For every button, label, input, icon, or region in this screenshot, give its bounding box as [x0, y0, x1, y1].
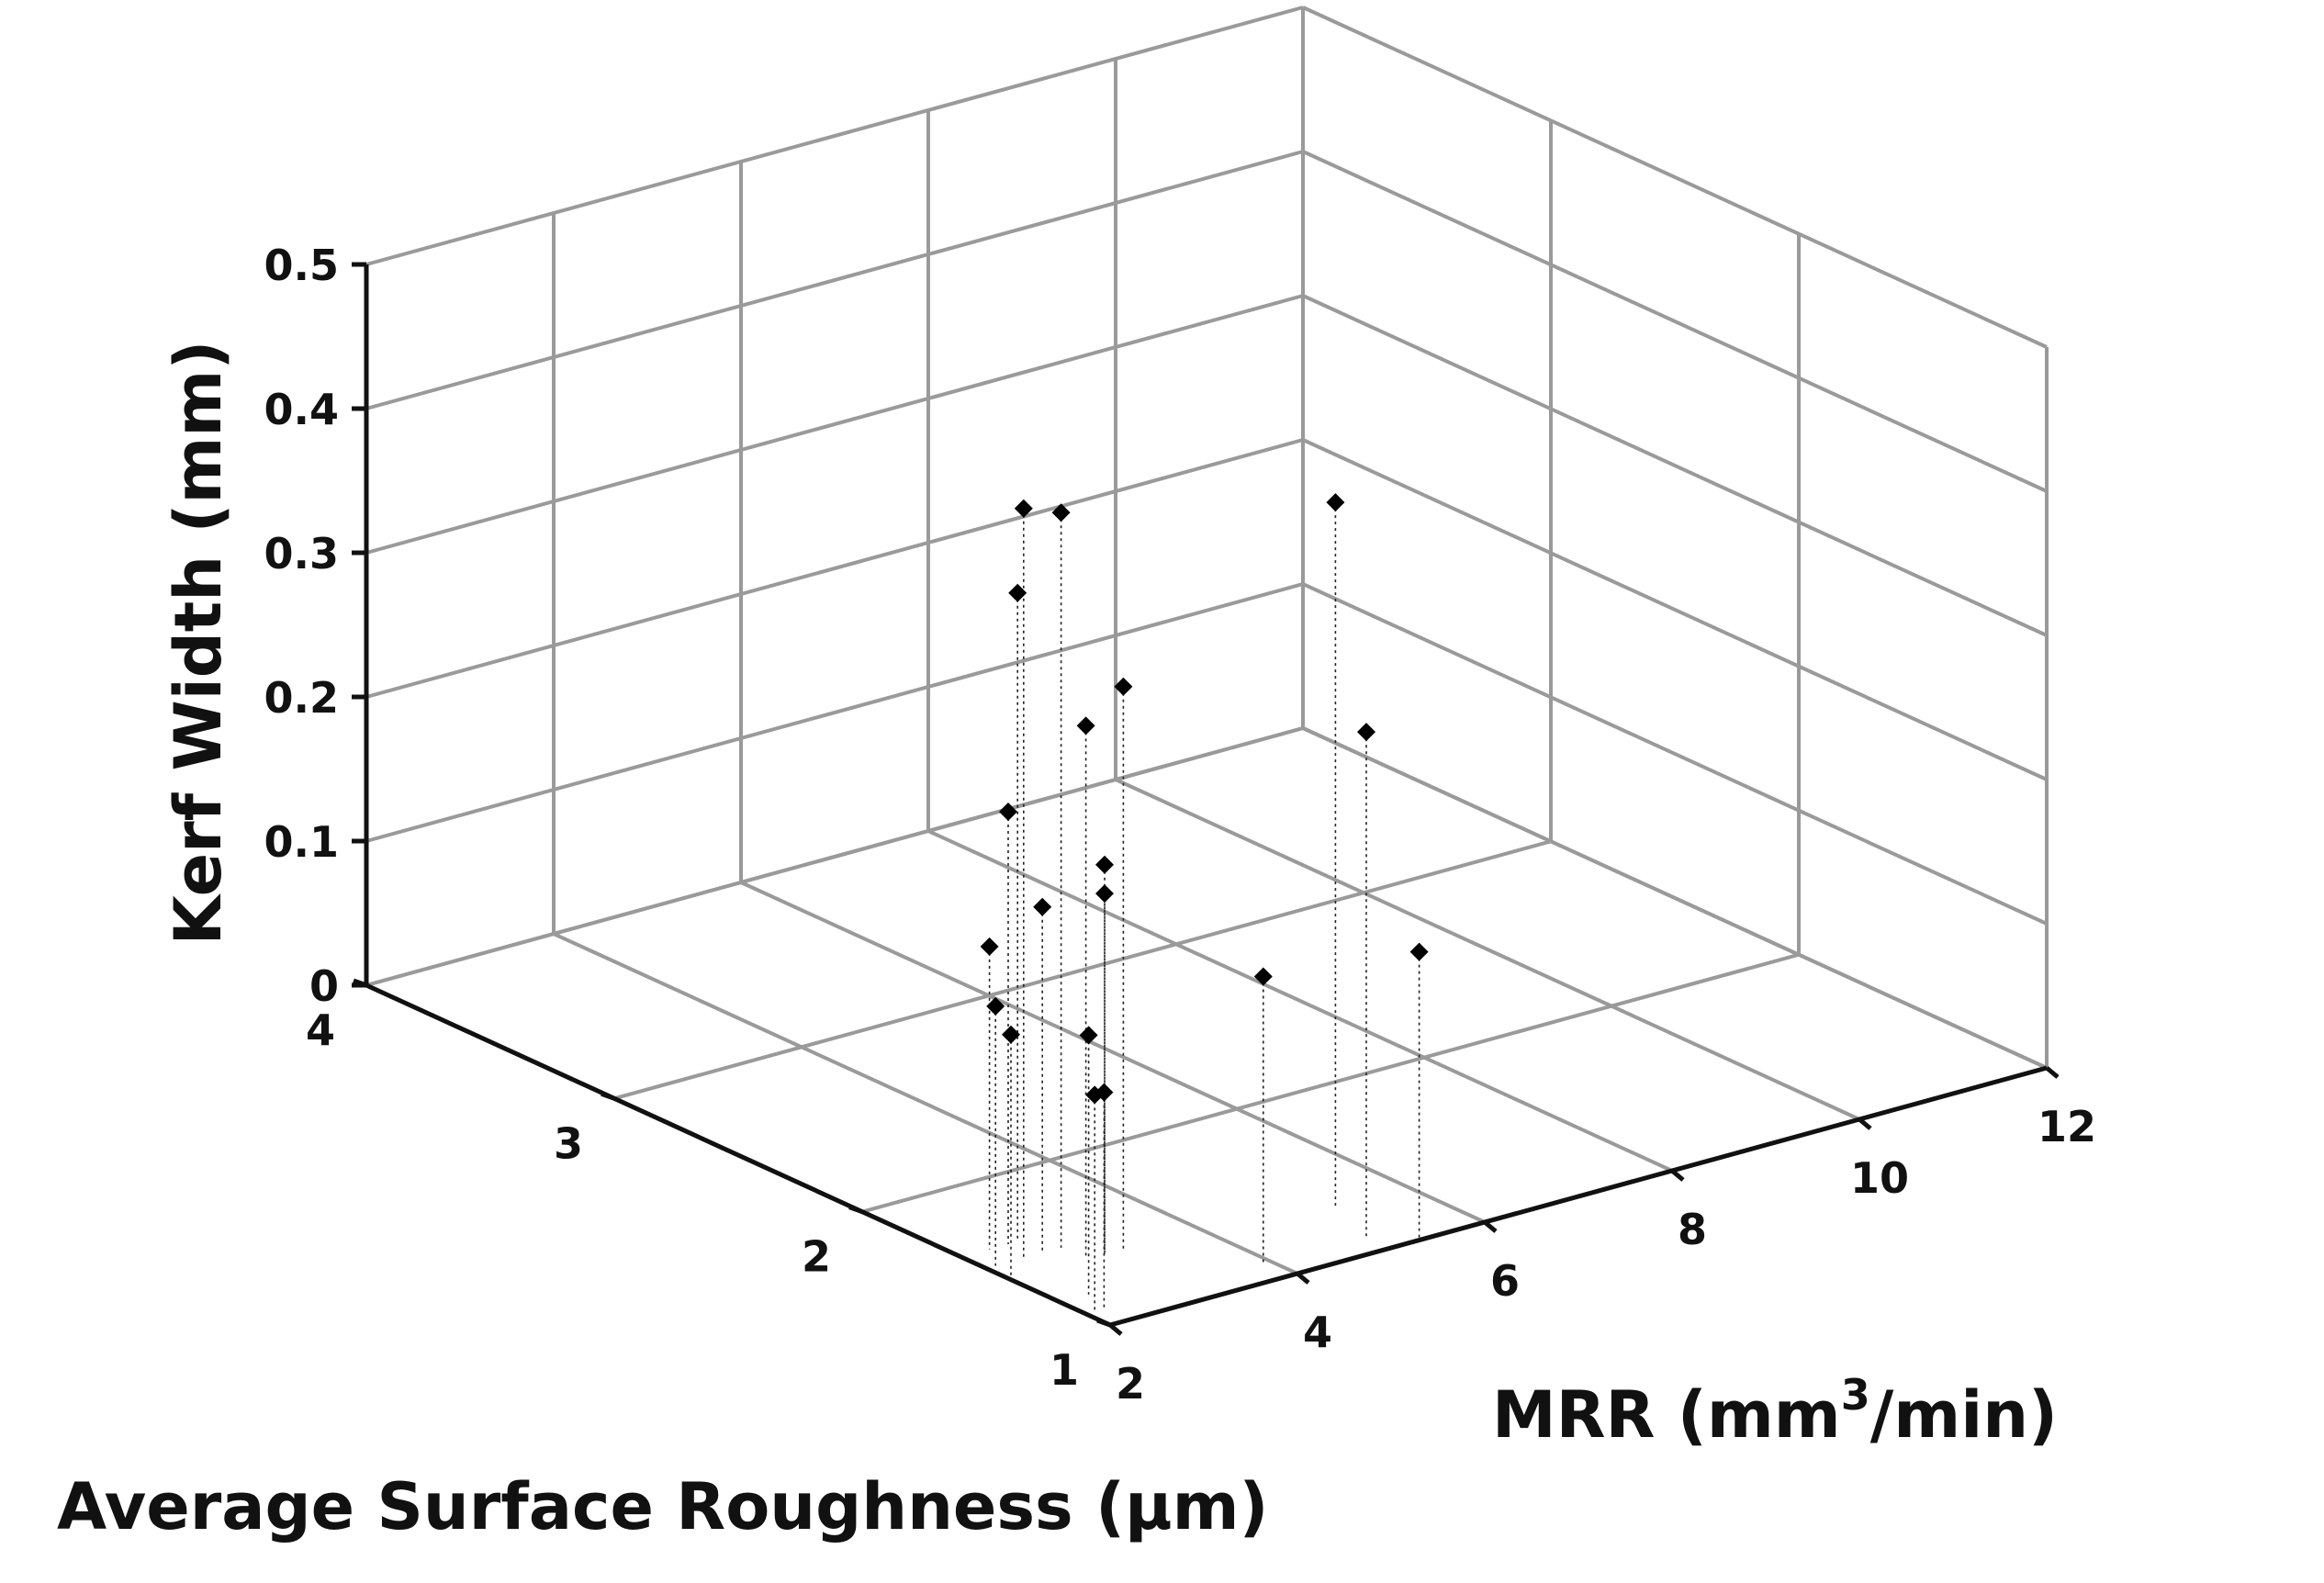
data-point: [1076, 716, 1095, 735]
x-tick-mark: [1108, 1323, 1123, 1336]
back-wall-grid-line: [365, 438, 1304, 699]
x-tick-mark: [2045, 1066, 2060, 1079]
x-tick-label: 2: [1116, 1359, 1145, 1409]
data-point: [1033, 897, 1052, 916]
back-wall-grid-line: [365, 726, 1304, 987]
x-tick-mark: [1483, 1220, 1498, 1233]
side-wall-grid-line: [1302, 438, 2048, 781]
data-point: [1326, 493, 1345, 512]
x-tick-mark: [1670, 1169, 1685, 1182]
x-axis-title: MRR (mm3/min): [1492, 1370, 2058, 1453]
z-tick-label: 0.5: [264, 241, 340, 290]
y-tick-label: 3: [554, 1118, 583, 1168]
stem-layer: [988, 502, 1420, 1311]
side-wall-grid-line: [1302, 150, 2048, 493]
data-point: [1253, 967, 1273, 986]
side-wall-grid-line: [1302, 582, 2048, 926]
z-tick-label: 0.2: [264, 673, 340, 723]
floor-grid-line: [927, 829, 1673, 1173]
y-axis-line: [365, 982, 1112, 1328]
data-point: [986, 996, 1005, 1016]
x-tick-label: 8: [1678, 1205, 1707, 1254]
y-tick-label: 1: [1050, 1345, 1079, 1395]
floor-grid-line: [553, 932, 1298, 1275]
x-tick-label: 10: [1850, 1153, 1909, 1203]
y-tick-mark: [848, 1205, 863, 1215]
x-tick-label: 6: [1490, 1256, 1520, 1306]
x-axis-title-superscript: 3: [1841, 1370, 1870, 1420]
data-point: [1095, 884, 1114, 904]
z-tick-label: 0.3: [264, 529, 340, 578]
y-axis-title: Average Surface Roughness (μm): [57, 1469, 1269, 1544]
data-point: [1095, 1083, 1114, 1102]
back-wall-grid-line: [365, 150, 1304, 410]
y-tick-mark: [1096, 1318, 1111, 1328]
z-axis-title: Kerf Width (mm): [161, 341, 236, 946]
data-point: [1051, 503, 1071, 522]
axis-layer: [352, 262, 2060, 1336]
side-wall-grid-line: [1302, 294, 2048, 637]
side-wall-grid-line: [1302, 6, 2048, 349]
data-point: [1079, 1026, 1098, 1045]
data-point: [1008, 583, 1027, 602]
floor-grid-line: [613, 839, 1552, 1101]
x-tick-mark: [1296, 1272, 1310, 1285]
data-point: [1014, 499, 1033, 518]
z-tick-label: 0.1: [264, 817, 340, 867]
data-point: [1114, 677, 1133, 696]
y-tick-label: 4: [306, 1005, 335, 1055]
back-wall-grid-line: [365, 582, 1304, 843]
y-tick-label: 2: [802, 1232, 831, 1282]
data-point: [999, 803, 1017, 821]
x-axis-line: [1109, 1065, 2048, 1328]
grid-layer: [365, 6, 2049, 1327]
data-point: [1095, 855, 1114, 874]
side-wall-grid-line: [1302, 726, 2048, 1070]
data-point: [980, 937, 999, 956]
floor-grid-line: [861, 952, 1800, 1214]
data-point: [1409, 942, 1429, 961]
floor-grid-line: [1115, 778, 1860, 1121]
data-point: [1357, 723, 1375, 742]
x-tick-label: 12: [2038, 1102, 2096, 1151]
data-point: [1002, 1025, 1020, 1044]
z-tick-label: 0.4: [264, 385, 340, 434]
z-tick-label: 0: [309, 961, 339, 1011]
marker-layer: [980, 493, 1429, 1105]
floor-grid-line: [740, 881, 1486, 1224]
x-tick-label: 4: [1303, 1308, 1332, 1357]
y-tick-mark: [601, 1091, 615, 1101]
back-wall-grid-line: [365, 6, 1304, 266]
x-tick-mark: [1858, 1117, 1872, 1130]
back-wall-grid-line: [365, 294, 1304, 555]
x-axis-title-prefix: MRR (mm: [1492, 1377, 1841, 1453]
x-axis-title-suffix: /min): [1870, 1377, 2058, 1453]
